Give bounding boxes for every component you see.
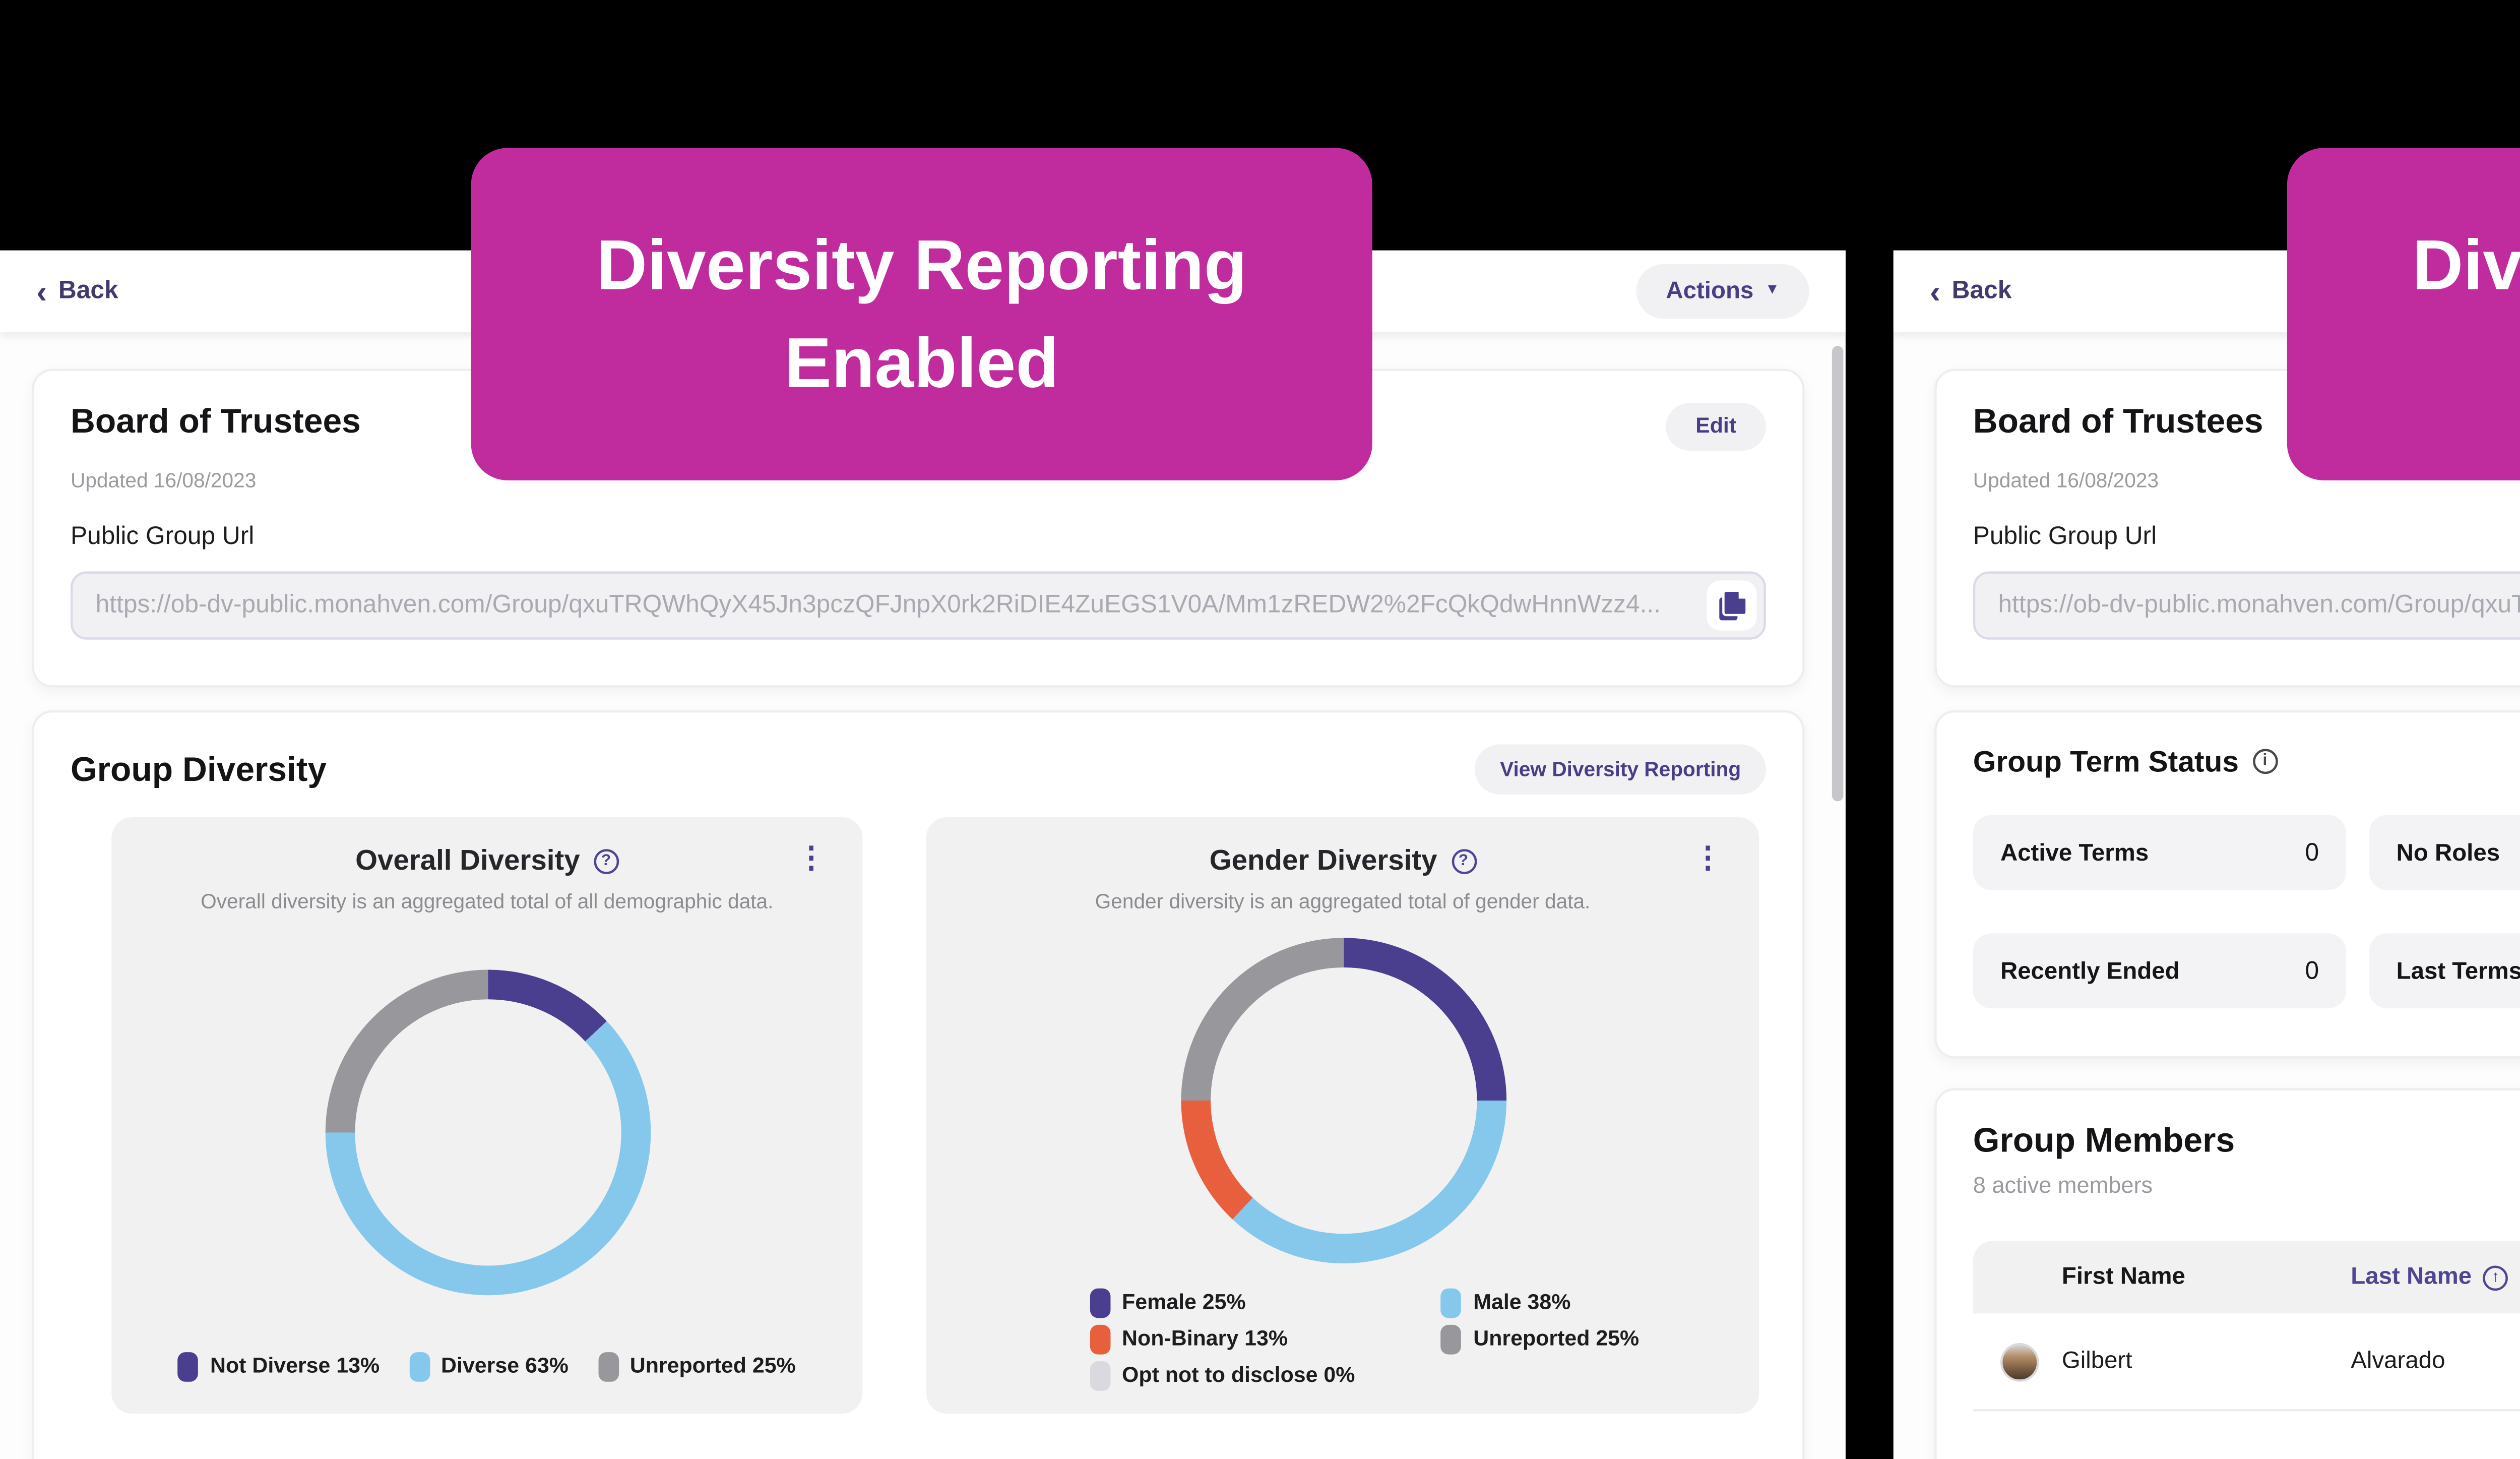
overall-diversity-donut [324, 969, 650, 1296]
panel-diversity-disabled: ‹ Back Actions ▼ Board of Trustees Edit … [1893, 250, 2520, 1459]
column-first-name[interactable]: First Name [2061, 1263, 2185, 1291]
term-badge-active-terms: Active Terms 0 [1973, 815, 2347, 890]
member-row[interactable]: Gilbert Alvarado gilbertpalvarado@gmail.… [1973, 1313, 2520, 1412]
column-last-name[interactable]: Last Name ↑ [2351, 1263, 2520, 1291]
badge-label: Recently Ended [2000, 957, 2180, 985]
gender-diversity-legend: Female 25% Non-Binary 13% Opt not to dis… [926, 1288, 1640, 1414]
kebab-menu-icon[interactable]: ⋮ [1679, 840, 1736, 874]
term-badge-no-roles: No Roles 8 ⋮ [2369, 815, 2520, 890]
legend-label: Unreported 25% [1473, 1327, 1640, 1353]
legend-swatch [1090, 1288, 1111, 1318]
group-details-card: Board of Trustees Edit Updated 16/08/202… [1934, 369, 2520, 688]
legend-swatch [598, 1352, 619, 1382]
legend-item: Male 38% [1441, 1288, 1639, 1318]
sort-ascending-icon: ↑ [2483, 1264, 2508, 1290]
group-diversity-title: Group Diversity [70, 750, 327, 789]
public-group-url-label: Public Group Url [70, 523, 255, 551]
legend-item: Unreported 25% [598, 1352, 796, 1382]
updated-date: Updated 16/08/2023 [70, 469, 257, 492]
legend-label: Opt not to disclose 0% [1122, 1363, 1355, 1389]
member-first-name: Gilbert [2061, 1348, 2132, 1375]
avatar [2000, 1342, 2039, 1381]
gender-diversity-chart-card: ⋮ Gender Diversity ? Gender diversity is… [926, 817, 1759, 1414]
edit-button[interactable]: Edit [1666, 403, 1766, 451]
donut-hole [1209, 967, 1476, 1234]
gender-diversity-chart-subtitle: Gender diversity is an aggregated total … [1095, 890, 1591, 913]
legend-swatch [178, 1352, 199, 1382]
help-icon[interactable]: ? [593, 847, 619, 873]
banner-diversity-reporting-enabled: Diversity Reporting Enabled [471, 148, 1372, 480]
donut-hole [354, 999, 620, 1266]
legend-swatch [409, 1352, 430, 1382]
left-panel-scrollbar[interactable] [1832, 346, 1844, 802]
legend-label: Not Diverse 13% [210, 1354, 380, 1380]
actions-label: Actions [1666, 277, 1754, 306]
legend-item: Unreported 25% [1441, 1324, 1640, 1355]
chevron-left-icon: ‹ [36, 272, 47, 309]
legend-label: Female 25% [1122, 1291, 1246, 1316]
public-group-url-input[interactable]: https://ob-dv-public.monahven.com/Group/… [70, 571, 1766, 640]
gender-diversity-donut [1180, 938, 1505, 1263]
badge-label: Last Terms [2396, 957, 2520, 985]
legend-item: Female 25% [1090, 1288, 1355, 1318]
back-label: Back [1951, 277, 2012, 306]
legend-item: Opt not to disclose 0% [1090, 1361, 1355, 1391]
kebab-menu-icon[interactable]: ⋮ [783, 840, 840, 874]
group-title: Board of Trustees [70, 403, 361, 442]
banner-line-2: Enabled [784, 323, 1059, 403]
legend-item: Not Diverse 13% [178, 1352, 380, 1382]
back-button[interactable]: ‹ Back [36, 272, 118, 309]
back-button[interactable]: ‹ Back [1929, 272, 2012, 309]
badge-label: No Roles [2396, 838, 2500, 867]
chevron-left-icon: ‹ [1929, 272, 1941, 309]
banner-line-1: Diversity Reporting [2412, 225, 2520, 306]
banner-line-1: Diversity Reporting [596, 225, 1247, 306]
badge-label: Active Terms [2000, 838, 2149, 867]
overall-diversity-chart-title: Overall Diversity [355, 844, 580, 877]
badge-value: 0 [2305, 957, 2319, 985]
info-icon[interactable]: i [2252, 749, 2278, 774]
column-last-name-label: Last Name [2351, 1263, 2472, 1291]
group-members-card: Group Members 8 active members Export Gr… [1934, 1088, 2520, 1459]
member-last-name: Alvarado [2351, 1348, 2445, 1375]
legend-label: Unreported 25% [629, 1354, 796, 1380]
members-table-header: First Name Last Name ↑ Email Role Permis… [1973, 1240, 2520, 1314]
group-term-status-card: Group Term Status i Active Terms 0 No Ro… [1934, 710, 2520, 1059]
overall-diversity-chart-subtitle: Overall diversity is an aggregated total… [201, 890, 774, 913]
public-group-url-label: Public Group Url [1973, 523, 2157, 551]
gender-diversity-chart-title: Gender Diversity [1209, 844, 1437, 877]
legend-item: Non-Binary 13% [1090, 1324, 1355, 1355]
group-title: Board of Trustees [1973, 403, 2263, 442]
banner-diversity-reporting-disabled: Diversity Reporting Disabled [2287, 148, 2520, 480]
chevron-down-icon: ▼ [1765, 282, 1780, 298]
term-badge-recently-ended: Recently Ended 0 [1973, 933, 2347, 1009]
legend-swatch [1441, 1288, 1462, 1318]
view-diversity-reporting-button[interactable]: View Diversity Reporting [1475, 744, 1766, 795]
group-diversity-card: Group Diversity View Diversity Reporting… [32, 710, 1805, 1459]
group-members-title: Group Members [1973, 1122, 2235, 1161]
active-members-count: 8 active members [1973, 1174, 2153, 1200]
overall-diversity-legend: Not Diverse 13% Diverse 63% Unreported 2… [178, 1352, 796, 1414]
copy-icon [1717, 589, 1747, 621]
legend-swatch [1090, 1324, 1111, 1355]
group-term-status-title: Group Term Status [1973, 744, 2239, 779]
public-group-url-input[interactable]: https://ob-dv-public.monahven.com/Group/… [1973, 571, 2520, 640]
help-icon[interactable]: ? [1451, 847, 1476, 873]
actions-button[interactable]: Actions ▼ [1636, 264, 1809, 319]
legend-label: Non-Binary 13% [1122, 1327, 1288, 1353]
copy-url-button[interactable] [1707, 580, 1757, 631]
legend-item: Diverse 63% [409, 1352, 569, 1382]
term-badge-last-terms: Last Terms 0 [2369, 933, 2520, 1009]
back-label: Back [58, 277, 118, 306]
legend-label: Diverse 63% [441, 1354, 569, 1380]
legend-swatch [1090, 1361, 1111, 1391]
badge-value: 0 [2305, 838, 2319, 867]
overall-diversity-chart-card: ⋮ Overall Diversity ? Overall diversity … [111, 817, 863, 1414]
legend-swatch [1441, 1324, 1462, 1355]
members-table: First Name Last Name ↑ Email Role Permis… [1973, 1240, 2520, 1412]
updated-date: Updated 16/08/2023 [1973, 469, 2159, 492]
legend-label: Male 38% [1473, 1291, 1571, 1316]
